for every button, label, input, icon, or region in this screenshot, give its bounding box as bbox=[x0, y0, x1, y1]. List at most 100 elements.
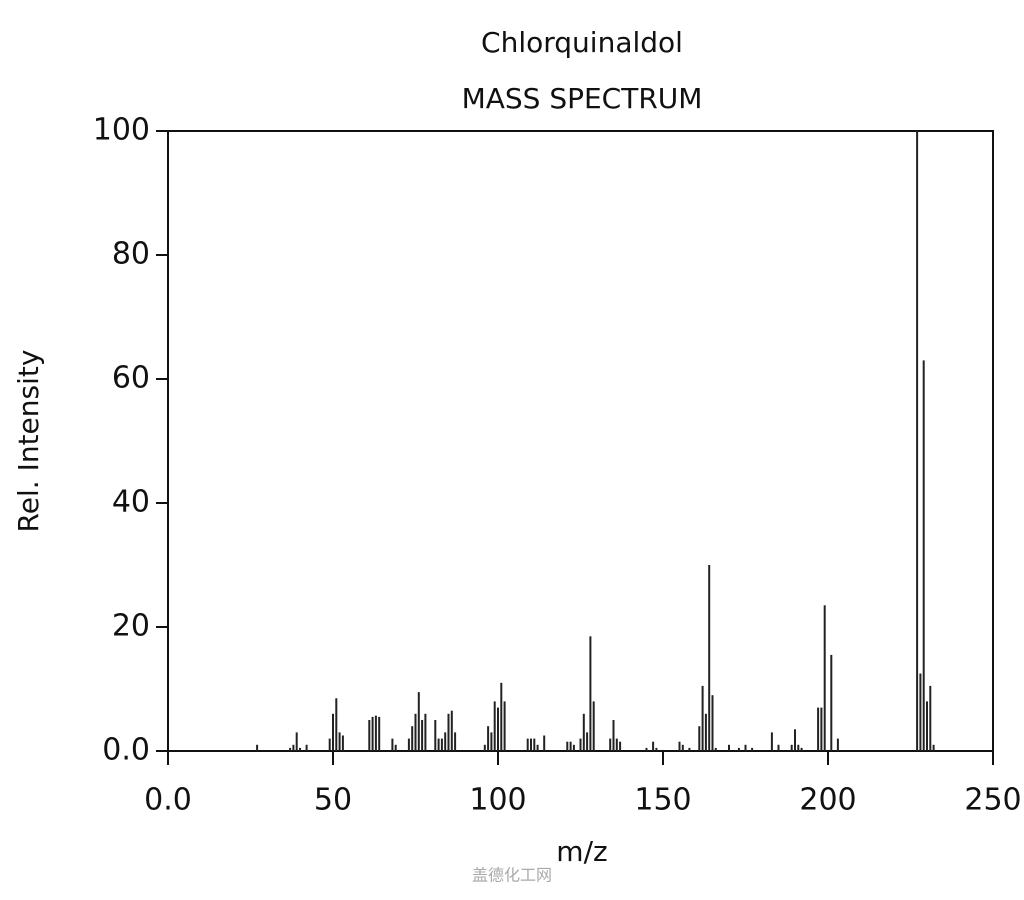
peak bbox=[698, 726, 701, 751]
peak bbox=[929, 685, 932, 751]
peak bbox=[526, 738, 529, 751]
peak bbox=[368, 720, 371, 751]
peak bbox=[530, 738, 532, 751]
y-tick-label: 100 bbox=[93, 113, 150, 148]
peak bbox=[655, 747, 658, 751]
y-tick-label: 40 bbox=[112, 485, 150, 520]
peak bbox=[437, 738, 440, 751]
peak bbox=[790, 744, 793, 751]
peak bbox=[615, 738, 618, 751]
peak bbox=[817, 707, 820, 751]
x-tick-label: 100 bbox=[469, 783, 526, 818]
peak bbox=[536, 744, 539, 751]
chart-title: Chlorquinaldol bbox=[481, 26, 683, 59]
peak bbox=[711, 695, 714, 751]
peak bbox=[751, 747, 754, 751]
peak bbox=[289, 747, 292, 751]
peak bbox=[394, 744, 397, 751]
peak bbox=[919, 673, 922, 751]
peak bbox=[493, 701, 496, 751]
peak bbox=[566, 741, 569, 751]
peak bbox=[305, 744, 308, 751]
peak bbox=[926, 701, 928, 751]
peak bbox=[407, 738, 410, 751]
peak bbox=[701, 685, 704, 751]
peak bbox=[708, 565, 711, 751]
x-tick-label: 0.0 bbox=[144, 783, 192, 818]
peak bbox=[378, 716, 381, 751]
peak bbox=[572, 744, 575, 751]
peak bbox=[440, 738, 443, 751]
peak bbox=[737, 747, 740, 751]
peak bbox=[295, 732, 298, 751]
peak bbox=[417, 692, 420, 751]
peak bbox=[652, 741, 655, 751]
peak bbox=[770, 732, 773, 751]
peak bbox=[922, 360, 925, 751]
peak bbox=[800, 747, 803, 751]
peak bbox=[586, 732, 589, 751]
x-tick-label: 150 bbox=[634, 783, 691, 818]
peak bbox=[328, 738, 331, 751]
peak bbox=[256, 744, 259, 751]
y-tick-label: 20 bbox=[112, 609, 150, 644]
y-tick-label: 60 bbox=[112, 361, 150, 396]
y-tick-label: 80 bbox=[112, 237, 150, 272]
peak bbox=[341, 735, 344, 751]
peak bbox=[335, 698, 338, 751]
peak bbox=[582, 713, 585, 751]
y-axis-label: Rel. Intensity bbox=[12, 350, 45, 533]
peak bbox=[500, 682, 503, 751]
peak bbox=[299, 747, 301, 751]
peak bbox=[454, 732, 457, 751]
peak bbox=[411, 726, 414, 751]
peak bbox=[483, 744, 486, 751]
peak bbox=[932, 744, 935, 751]
peak bbox=[916, 131, 919, 751]
peak bbox=[497, 707, 499, 751]
peak bbox=[503, 701, 506, 751]
peak bbox=[579, 738, 582, 751]
peak bbox=[421, 720, 424, 751]
peak bbox=[450, 710, 453, 751]
peak bbox=[688, 747, 691, 751]
peak bbox=[424, 713, 427, 751]
peak bbox=[681, 744, 684, 751]
peak bbox=[371, 716, 374, 751]
peak bbox=[490, 732, 493, 751]
peak bbox=[332, 713, 334, 751]
peak bbox=[728, 744, 730, 751]
peak bbox=[487, 726, 490, 751]
peak bbox=[714, 747, 717, 751]
peak bbox=[447, 713, 450, 751]
peak bbox=[374, 715, 377, 751]
peak bbox=[823, 605, 826, 751]
peak bbox=[820, 707, 823, 751]
peak bbox=[391, 738, 394, 751]
peak bbox=[533, 738, 536, 751]
y-tick-label: 0.0 bbox=[102, 733, 150, 768]
peak bbox=[645, 747, 648, 751]
x-axis-label: m/z bbox=[556, 835, 607, 868]
watermark: 盖德化工网 bbox=[472, 866, 552, 885]
chart-subtitle: MASS SPECTRUM bbox=[462, 82, 703, 115]
peak bbox=[414, 713, 417, 751]
peak bbox=[589, 636, 592, 751]
peak bbox=[569, 741, 572, 751]
peak bbox=[678, 741, 681, 751]
peak bbox=[619, 741, 622, 751]
peak bbox=[836, 738, 839, 751]
x-tick-label: 50 bbox=[314, 783, 352, 818]
peak bbox=[292, 744, 295, 751]
x-tick-label: 200 bbox=[799, 783, 856, 818]
peak bbox=[744, 744, 747, 751]
plot-frame bbox=[167, 130, 994, 752]
x-tick-label: 250 bbox=[964, 783, 1021, 818]
peak bbox=[794, 729, 796, 751]
peak bbox=[592, 701, 595, 751]
peak bbox=[830, 654, 833, 751]
peak bbox=[434, 720, 437, 751]
peak bbox=[704, 713, 707, 751]
peak bbox=[444, 732, 447, 751]
